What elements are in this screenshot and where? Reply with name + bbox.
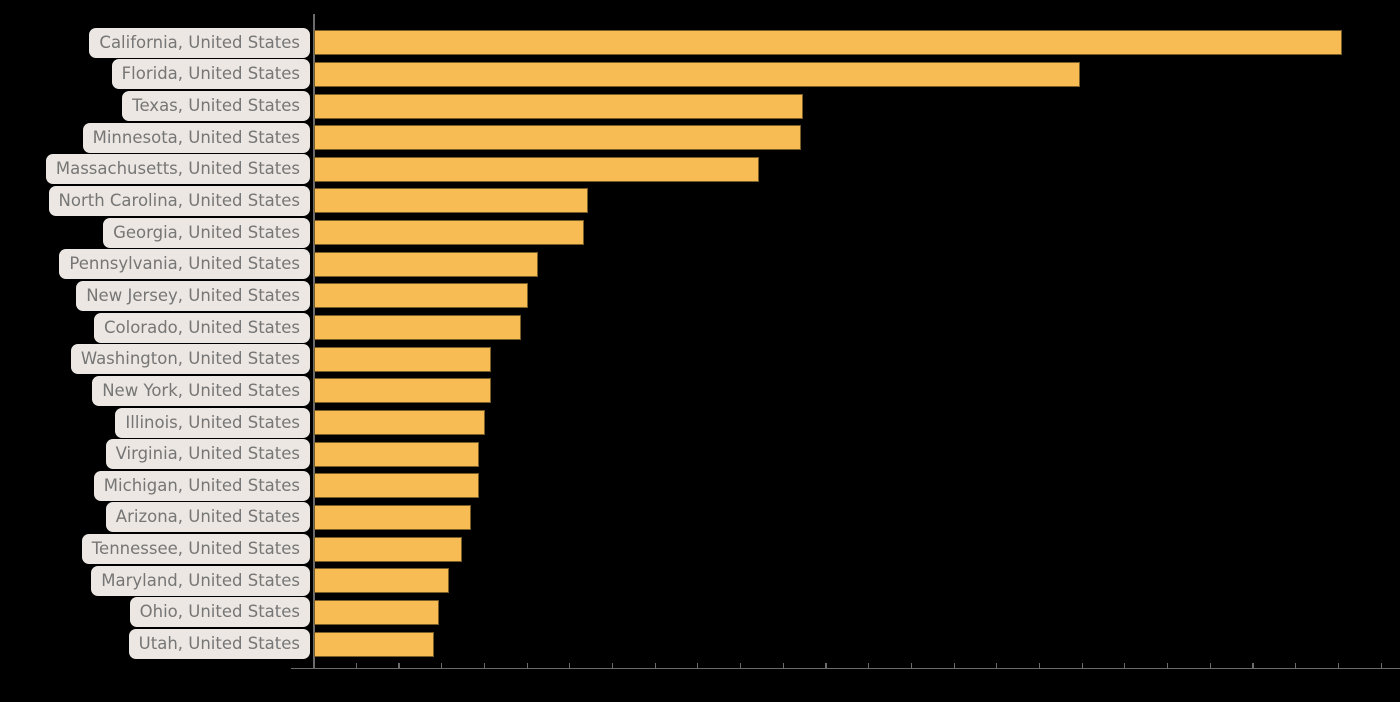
x-axis-tick (611, 662, 614, 668)
value-bar (314, 631, 434, 657)
x-axis-tick (910, 662, 912, 668)
category-label: Maryland, United States (91, 565, 310, 596)
x-axis-tick (1337, 662, 1339, 668)
value-bar (314, 315, 521, 341)
category-label: Washington, United States (70, 344, 310, 375)
value-bar (314, 156, 759, 182)
x-axis-tick (697, 662, 699, 668)
x-axis-tick (654, 662, 656, 668)
value-bar (314, 599, 439, 625)
y-axis-spine (313, 14, 315, 669)
value-bar (314, 61, 1080, 87)
category-label: Illinois, United States (115, 407, 310, 438)
value-bar (314, 251, 538, 277)
x-axis-tick (1295, 662, 1297, 668)
category-label: New Jersey, United States (76, 280, 310, 311)
category-label: Arizona, United States (105, 502, 310, 533)
x-axis-tick (441, 662, 443, 668)
x-axis-tick (953, 662, 955, 668)
value-bar (314, 473, 479, 499)
category-label: California, United States (89, 27, 310, 58)
value-bar (314, 125, 801, 151)
x-axis-tick (1252, 662, 1254, 668)
x-axis-tick (1380, 662, 1382, 668)
x-axis-tick (483, 662, 485, 668)
x-axis-tick (868, 662, 870, 668)
value-bar (314, 220, 584, 246)
x-axis-tick (740, 662, 742, 668)
x-axis-tick (355, 662, 357, 668)
category-label: Minnesota, United States (82, 122, 310, 153)
category-label: Tennessee, United States (81, 534, 310, 565)
x-axis-tick (1124, 662, 1126, 668)
category-label: Texas, United States (122, 91, 310, 121)
x-axis-tick (825, 662, 827, 668)
value-bar (314, 504, 471, 530)
category-label: Florida, United States (111, 59, 310, 90)
value-bar (314, 30, 1342, 56)
category-label: New York, United States (92, 375, 310, 406)
x-axis-tick (526, 662, 528, 668)
value-bar (314, 346, 491, 372)
x-axis-tick (313, 662, 315, 668)
category-label: Michigan, United States (93, 470, 310, 501)
category-label: Massachusetts, United States (45, 154, 310, 185)
x-axis-tick (1209, 662, 1211, 668)
value-bar (314, 410, 485, 435)
category-label: Utah, United States (128, 629, 310, 660)
category-label: Virginia, United States (105, 439, 310, 470)
value-bar (314, 441, 479, 467)
x-axis-line (291, 667, 1400, 669)
value-bar (314, 188, 588, 214)
x-axis-tick (1081, 662, 1083, 668)
category-label: Georgia, United States (103, 217, 310, 248)
x-axis-tick (996, 662, 998, 668)
x-axis-tick (1167, 662, 1169, 668)
value-bar (314, 283, 528, 309)
value-bar (314, 378, 491, 404)
value-bar (314, 536, 462, 562)
category-label: Pennsylvania, United States (59, 249, 310, 280)
x-axis-tick (398, 662, 400, 668)
x-axis-tick (569, 662, 571, 668)
x-axis-tick (1038, 662, 1041, 668)
value-bar (314, 568, 449, 594)
category-label: North Carolina, United States (48, 185, 310, 216)
category-label: Colorado, United States (94, 312, 310, 343)
x-axis-tick (782, 662, 784, 668)
category-label: Ohio, United States (129, 597, 310, 628)
value-bar (314, 93, 803, 119)
